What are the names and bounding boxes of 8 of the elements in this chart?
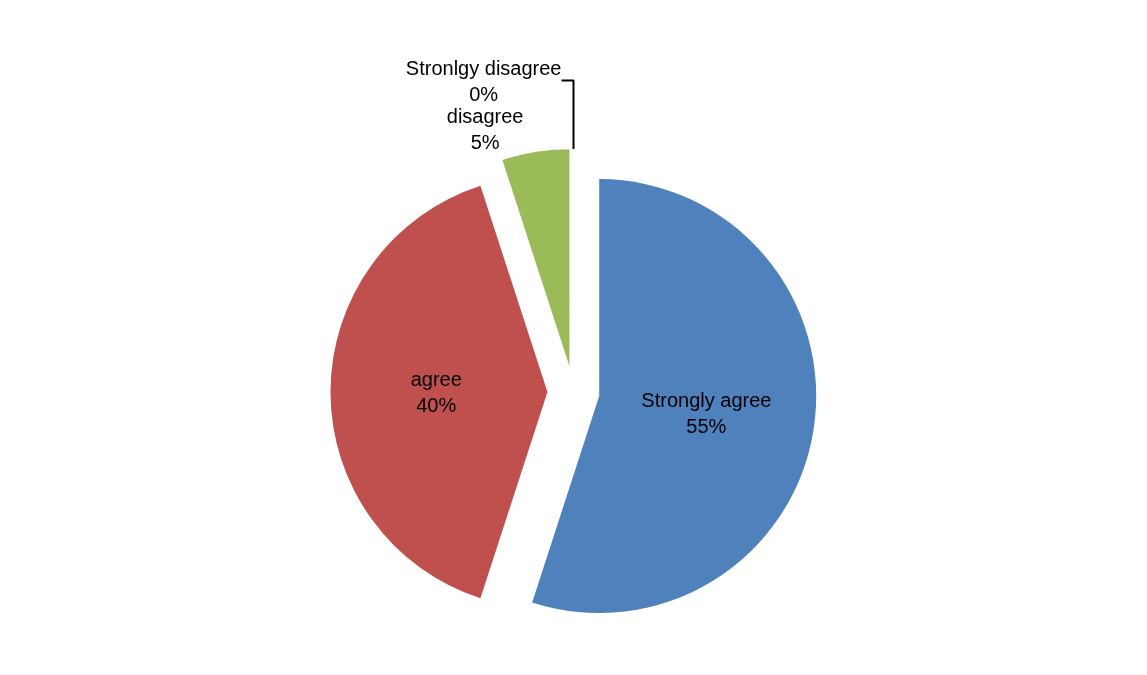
category-label: Stronlgy disagree [405,56,562,79]
slice-label: agree [410,368,462,390]
slice-label: Strongly agree [641,389,772,412]
data-label: 5% [470,130,500,153]
slice-label: disagree [446,104,524,127]
text: 0% [469,82,499,105]
data-label: 40% [416,394,457,416]
data-label: 55% [686,415,727,438]
